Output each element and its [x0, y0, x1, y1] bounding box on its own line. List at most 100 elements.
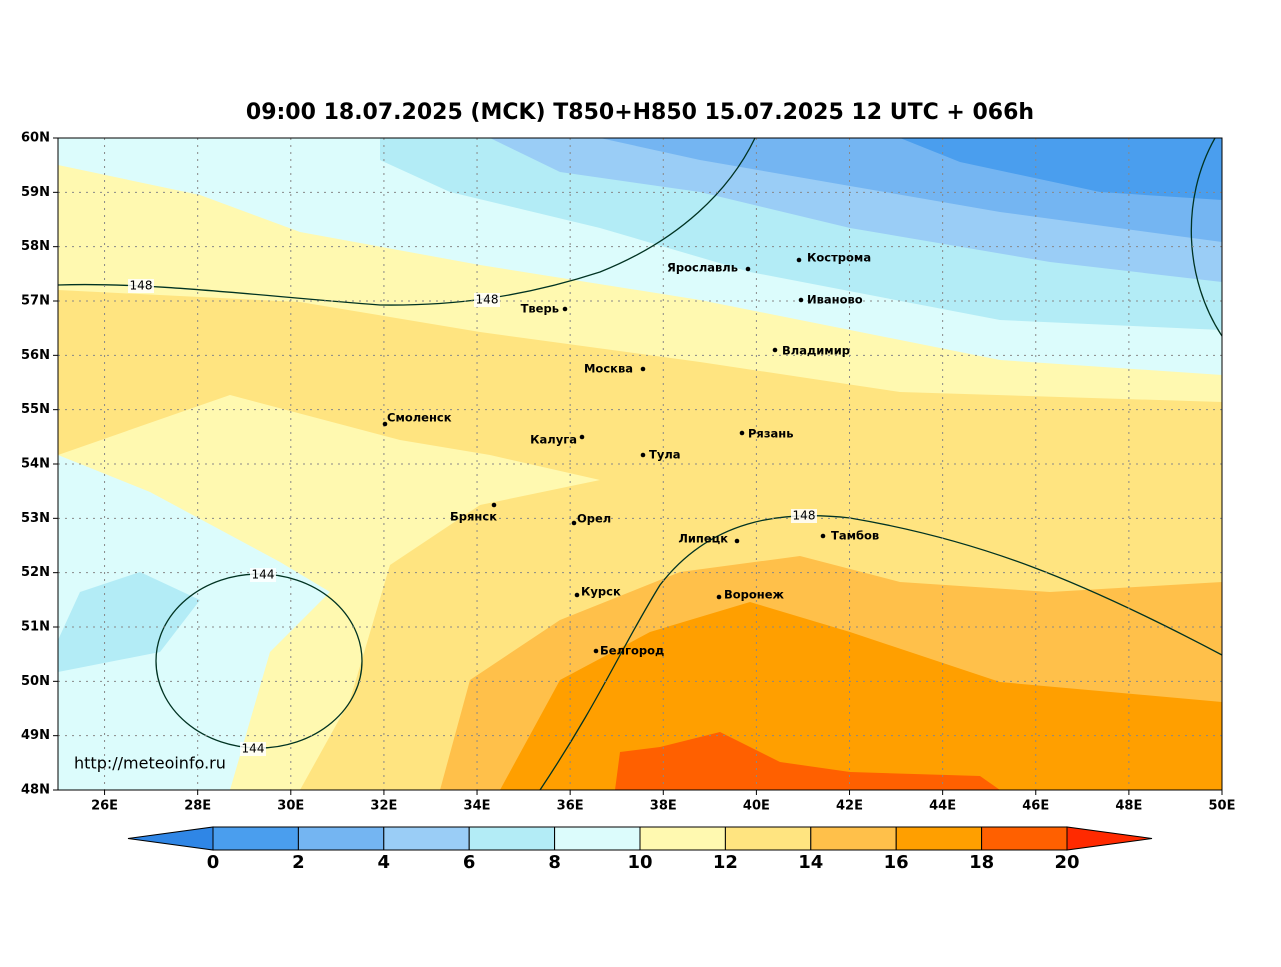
city-dot	[593, 648, 599, 654]
colorbar-low-arrow	[127, 826, 214, 851]
city-label: Рязань	[748, 427, 793, 441]
contour-label: 144	[242, 742, 265, 756]
lon-label: 48E	[1115, 799, 1142, 814]
band-0-2	[900, 138, 1222, 200]
lat-label: 53N	[21, 511, 50, 526]
contour-label-bg	[240, 742, 266, 756]
graticule	[58, 138, 1222, 790]
contour-label: 148	[793, 509, 816, 523]
city-dot	[574, 592, 580, 598]
city-label: Иваново	[807, 293, 863, 307]
city-dot	[491, 502, 497, 508]
city-label: Орел	[577, 512, 611, 526]
colorbar-tick-label: 12	[713, 852, 738, 873]
lat-label: 51N	[21, 620, 50, 635]
contour-label-bg	[791, 509, 817, 523]
city-label: Курск	[581, 585, 621, 599]
city-label: Москва	[584, 362, 633, 376]
lon-label: 46E	[1022, 799, 1049, 814]
lat-label: 52N	[21, 565, 50, 580]
colorbar-tick-label: 2	[292, 852, 305, 873]
colorbar-box	[554, 826, 641, 851]
city-label: Тула	[649, 448, 681, 462]
lat-label: 57N	[21, 294, 50, 309]
city-dot	[796, 257, 802, 263]
band-8-10-south	[58, 455, 330, 790]
contour-148	[1190, 138, 1222, 337]
city-label: Липецк	[678, 532, 728, 546]
lon-label: 26E	[91, 799, 118, 814]
colorbar-tick-label: 14	[798, 852, 823, 873]
city-dot	[734, 538, 740, 544]
lat-label: 49N	[21, 728, 50, 743]
lon-label: 34E	[464, 799, 491, 814]
lat-label: 48N	[21, 783, 50, 798]
city-dot	[382, 421, 388, 427]
url: http://meteoinfo.ru	[74, 754, 226, 773]
city-dot	[772, 347, 778, 353]
colorbar: 0 2 4 6 8 10 12 14 16 18 20	[127, 826, 1153, 873]
city-label: Калуга	[530, 433, 577, 447]
colorbar-box	[297, 826, 385, 851]
contour-label-bg	[474, 293, 500, 307]
lon-label: 40E	[743, 799, 770, 814]
city-dot	[820, 533, 826, 539]
city-dot	[716, 594, 722, 600]
city-label: Ярославль	[667, 261, 738, 275]
city-label: Тверь	[521, 302, 559, 316]
lat-label: 58N	[21, 239, 50, 254]
city-dot	[739, 430, 745, 436]
city-label: Брянск	[450, 510, 497, 524]
city-dot	[640, 452, 646, 458]
city-label: Тамбов	[831, 529, 879, 543]
lat-label: 54N	[21, 457, 50, 472]
lon-label: 32E	[370, 799, 397, 814]
lat-label: 55N	[21, 402, 50, 417]
colorbar-tick-label: 6	[463, 852, 476, 873]
lat-label: 56N	[21, 348, 50, 363]
colorbar-box	[383, 826, 470, 851]
colorbar-tick-label: 4	[378, 852, 391, 873]
colorbar-tick-label: 16	[884, 852, 909, 873]
city-label: Кострома	[807, 251, 871, 265]
city-dot	[571, 520, 577, 526]
contour-label-bg	[250, 568, 276, 582]
colorbar-box	[724, 826, 812, 851]
contour-label: 148	[476, 293, 499, 307]
lon-label: 38E	[650, 799, 677, 814]
city-dot	[579, 434, 585, 440]
colorbar-box	[895, 826, 983, 851]
city-label: Смоленск	[387, 411, 452, 425]
title: 09:00 18.07.2025 (MCK) T850+H850 15.07.2…	[246, 100, 1034, 125]
lon-label: 44E	[929, 799, 956, 814]
contour-148	[539, 515, 1222, 790]
colorbar-tick-label: 0	[207, 852, 220, 873]
colorbar-box	[981, 826, 1068, 851]
lat-label: 60N	[21, 131, 50, 146]
colorbar-tick-label: 18	[969, 852, 994, 873]
city-dot	[745, 266, 751, 272]
lat-label: 50N	[21, 674, 50, 689]
colorbar-box	[639, 826, 726, 851]
city-label: Воронеж	[724, 588, 785, 602]
contour-label: 144	[252, 568, 275, 582]
band-6-8-south	[58, 572, 200, 672]
lon-label: 28E	[184, 799, 211, 814]
colorbar-high-arrow	[1066, 826, 1153, 851]
colorbar-box	[468, 826, 556, 851]
city-label: Белгород	[600, 644, 664, 658]
labels: 60N 59N 58N 57N 56N 55N 54N 53N 52N 51N 50N 49N 48N 2…	[21, 131, 1235, 814]
contour-label-bg	[128, 279, 154, 293]
city-label: Владимир	[782, 344, 850, 358]
colorbar-tick-label: 20	[1054, 852, 1079, 873]
lon-label: 36E	[557, 799, 584, 814]
city-dot	[562, 306, 568, 312]
colorbar-tick-label: 10	[627, 852, 652, 873]
lon-label: 42E	[836, 799, 863, 814]
colorbar-box	[810, 826, 897, 851]
colorbar-tick-label: 8	[548, 852, 561, 873]
lon-label: 30E	[277, 799, 304, 814]
lon-label: 50E	[1209, 799, 1236, 814]
contour-label: 148	[130, 279, 153, 293]
